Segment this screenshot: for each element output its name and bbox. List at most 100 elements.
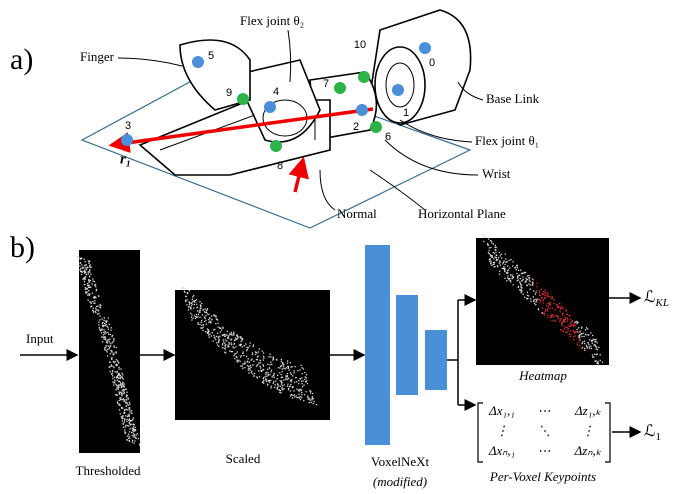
point [89, 265, 90, 266]
keypoint-label: 4 [273, 86, 279, 98]
point [304, 379, 305, 380]
point [300, 378, 301, 379]
point [121, 390, 122, 391]
point [518, 270, 519, 271]
point [490, 255, 491, 256]
point [196, 314, 197, 315]
point [602, 362, 603, 363]
point [562, 330, 563, 331]
point [266, 381, 267, 382]
point [579, 339, 580, 340]
point [521, 273, 522, 274]
point [309, 398, 310, 399]
point [594, 339, 595, 340]
point [542, 300, 543, 301]
point [257, 364, 258, 365]
point [231, 342, 232, 343]
point [510, 274, 511, 275]
point [561, 306, 562, 307]
point [572, 326, 573, 327]
point [122, 374, 123, 375]
point [281, 383, 282, 384]
point [578, 341, 579, 342]
point [105, 338, 106, 339]
point [302, 373, 303, 374]
point [119, 400, 120, 401]
point [263, 365, 264, 366]
point [107, 326, 108, 327]
point [92, 292, 93, 293]
point [553, 315, 554, 316]
point [313, 398, 314, 399]
point [303, 400, 304, 401]
caption: Thresholded [76, 463, 141, 478]
point [205, 312, 206, 313]
point [270, 362, 271, 363]
point [535, 294, 536, 295]
point [121, 394, 122, 395]
point [278, 367, 279, 368]
point [501, 254, 502, 255]
point [287, 379, 288, 380]
point [311, 402, 312, 403]
point [576, 344, 577, 345]
point [491, 256, 492, 257]
point [494, 247, 495, 248]
point [87, 283, 88, 284]
point [586, 346, 587, 347]
point [120, 382, 121, 383]
point [504, 268, 505, 269]
point [103, 325, 104, 326]
point [112, 354, 113, 355]
point [269, 374, 270, 375]
point [263, 382, 264, 383]
point [120, 375, 121, 376]
point [215, 316, 216, 317]
point [129, 422, 130, 423]
point [276, 359, 277, 360]
point [250, 367, 251, 368]
point [496, 255, 497, 256]
point [132, 419, 133, 420]
point [126, 399, 127, 400]
point [511, 274, 512, 275]
point [120, 397, 121, 398]
point [88, 273, 89, 274]
point [217, 319, 218, 320]
point [108, 317, 109, 318]
point [207, 328, 208, 329]
point [581, 327, 582, 328]
point [549, 296, 550, 297]
point [590, 332, 591, 333]
point [258, 351, 259, 352]
point [271, 386, 272, 387]
matrix-entry: ⋮ [496, 423, 509, 438]
point [88, 279, 89, 280]
point [126, 389, 127, 390]
keypoint [392, 84, 404, 96]
point [243, 355, 244, 356]
point [311, 399, 312, 400]
point [536, 300, 537, 301]
point [589, 339, 590, 340]
point [532, 282, 533, 283]
point [219, 327, 220, 328]
point [521, 281, 522, 282]
point [283, 379, 284, 380]
point [597, 363, 598, 364]
point [244, 345, 245, 346]
point [584, 341, 585, 342]
point [118, 385, 119, 386]
point [194, 315, 195, 316]
point [530, 301, 531, 302]
point [303, 384, 304, 385]
point [289, 369, 290, 370]
point [520, 286, 521, 287]
point [504, 278, 505, 279]
point [271, 364, 272, 365]
point [208, 334, 209, 335]
point [84, 265, 85, 266]
point [271, 387, 272, 388]
point [229, 343, 230, 344]
point [558, 318, 559, 319]
